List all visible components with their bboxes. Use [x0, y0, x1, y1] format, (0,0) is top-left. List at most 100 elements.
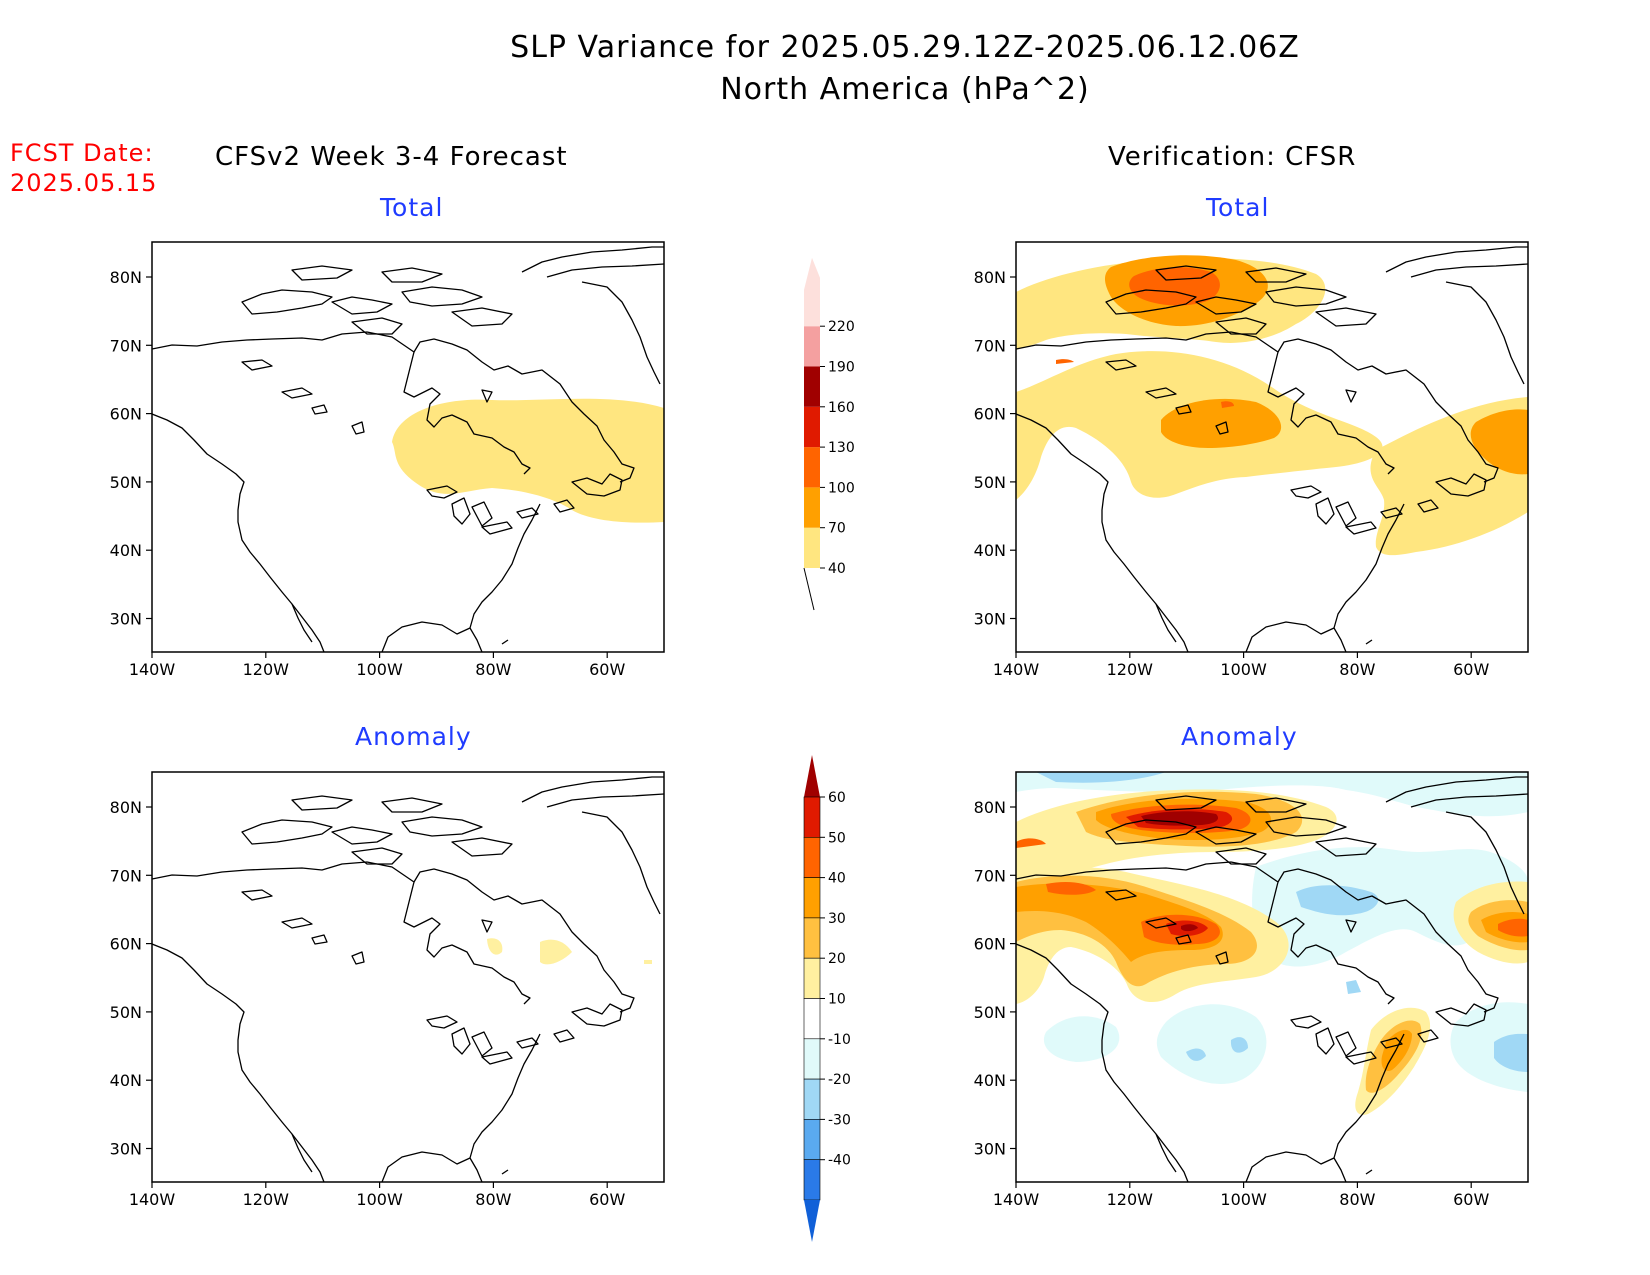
map-frame: [1015, 771, 1529, 1183]
colorbar-label: 160: [828, 400, 855, 416]
lat-tick-label: 70N: [110, 866, 142, 885]
lon-tick-label: 60W: [1453, 660, 1489, 679]
colorbar-label: 40: [828, 561, 846, 577]
lon-tick-label: 120W: [1107, 1190, 1154, 1209]
fcst-date-label: FCST Date:: [10, 139, 154, 167]
lon-tick-label: 80W: [475, 660, 511, 679]
main-title: SLP Variance for 2025.05.29.12Z-2025.06.…: [510, 30, 1300, 65]
lon-tick-label: 80W: [475, 1190, 511, 1209]
lat-tick-label: 80N: [110, 798, 142, 817]
lat-tick-label: 50N: [974, 473, 1006, 492]
verification-total-panel: [1015, 241, 1529, 653]
lat-tick-label: 60N: [974, 935, 1006, 954]
colorbar-swatch: [803, 796, 821, 838]
lat-tick-label: 40N: [110, 1071, 142, 1090]
lon-tick-label: 100W: [356, 1190, 403, 1209]
subtitle: North America (hPa^2): [720, 72, 1090, 107]
colorbar-swatch: [803, 877, 821, 919]
lat-tick-label: 40N: [974, 1071, 1006, 1090]
lon-tick-label: 80W: [1339, 660, 1375, 679]
map-frame: [1015, 241, 1529, 653]
anomaly-colorbar: 60 50 40 30 20 10 -10 -20 -30 -40: [803, 755, 851, 1242]
lon-tick-label: 140W: [993, 660, 1040, 679]
colorbar-label: -30: [828, 1112, 851, 1128]
colorbar-label: 70: [828, 521, 846, 537]
lon-tick-label: 100W: [1220, 660, 1267, 679]
lat-tick-label: 40N: [974, 541, 1006, 560]
verification-anomaly-title: Anomaly: [1181, 722, 1298, 751]
verification-column-heading: Verification: CFSR: [1108, 142, 1357, 172]
colorbar-swatch: [803, 917, 821, 959]
colorbar-swatch: [804, 487, 820, 528]
lon-tick-label: 140W: [129, 660, 176, 679]
lat-tick-label: 80N: [974, 798, 1006, 817]
lat-tick-label: 60N: [110, 405, 142, 424]
lon-tick-label: 120W: [243, 1190, 290, 1209]
colorbar-label: -10: [828, 1032, 851, 1048]
colorbar-label: 190: [828, 360, 855, 376]
lat-tick-label: 60N: [110, 935, 142, 954]
forecast-total-shading: [392, 398, 664, 523]
colorbar-swatch: [804, 257, 820, 327]
lat-tick-label: 50N: [110, 1003, 142, 1022]
lat-tick-label: 30N: [974, 1140, 1006, 1159]
verification-total-title: Total: [1206, 193, 1270, 222]
verification-anomaly-shading: [1016, 772, 1528, 1115]
lon-tick-label: 60W: [1453, 1190, 1489, 1209]
lat-tick-label: 80N: [974, 268, 1006, 287]
lat-tick-label: 40N: [110, 541, 142, 560]
verification-anomaly-panel: [1015, 771, 1529, 1183]
forecast-anomaly-title: Anomaly: [355, 722, 472, 751]
colorbar-swatch: [803, 836, 821, 878]
lon-tick-label: 100W: [356, 660, 403, 679]
lon-tick-label: 80W: [1339, 1190, 1375, 1209]
forecast-column-heading: CFSv2 Week 3-4 Forecast: [215, 142, 568, 172]
colorbar-label: 40: [828, 871, 846, 887]
lat-tick-label: 30N: [110, 1140, 142, 1159]
colorbar-label: 50: [828, 830, 846, 846]
colorbar-swatch: [804, 366, 820, 407]
lat-tick-label: 70N: [110, 336, 142, 355]
forecast-anomaly-panel: [151, 771, 665, 1183]
colorbar-swatch: [803, 1119, 821, 1161]
colorbar-arrow: [804, 755, 820, 797]
colorbar-swatch: [804, 527, 820, 568]
lon-tick-label: 120W: [243, 660, 290, 679]
colorbar-label: 220: [828, 319, 855, 335]
forecast-total-panel: [151, 241, 665, 653]
colorbar-label: -40: [828, 1153, 851, 1169]
lon-tick-label: 60W: [589, 660, 625, 679]
lon-tick-label: 100W: [1220, 1190, 1267, 1209]
lat-tick-label: 70N: [974, 336, 1006, 355]
colorbar-swatch: [803, 1038, 821, 1080]
colorbar-label: 130: [828, 440, 855, 456]
lon-tick-label: 140W: [129, 1190, 176, 1209]
lon-tick-label: 140W: [993, 1190, 1040, 1209]
colorbar-swatch: [803, 957, 821, 999]
colorbar-label: 30: [828, 911, 846, 927]
colorbar-label: 100: [828, 480, 855, 496]
fcst-date-value: 2025.05.15: [10, 169, 158, 197]
lat-tick-label: 80N: [110, 268, 142, 287]
colorbar-swatch: [804, 447, 820, 488]
colorbar-label: 10: [828, 992, 846, 1008]
axes-layer: 80N 70N 60N 50N 40N 30N 140W 120W 100W 80W 60W 80N 7…: [110, 268, 1490, 1209]
colorbar-label: 20: [828, 951, 846, 967]
lat-tick-label: 50N: [974, 1003, 1006, 1022]
lon-tick-label: 60W: [589, 1190, 625, 1209]
lat-tick-label: 30N: [974, 610, 1006, 629]
colorbar-label: -20: [828, 1072, 851, 1088]
colorbar-swatch: [804, 406, 820, 448]
forecast-total-title: Total: [380, 193, 444, 222]
lat-tick-label: 70N: [974, 866, 1006, 885]
colorbar-swatch: [804, 326, 820, 367]
map-frame: [151, 771, 665, 1183]
lat-tick-label: 30N: [110, 610, 142, 629]
colorbar-arrow: [804, 1200, 820, 1242]
lat-tick-label: 50N: [110, 473, 142, 492]
forecast-anomaly-shading: [487, 938, 652, 965]
lon-tick-label: 120W: [1107, 660, 1154, 679]
map-frame: [151, 241, 665, 653]
colorbar-swatch: [803, 1078, 821, 1120]
colorbar-swatch: [803, 1159, 821, 1201]
